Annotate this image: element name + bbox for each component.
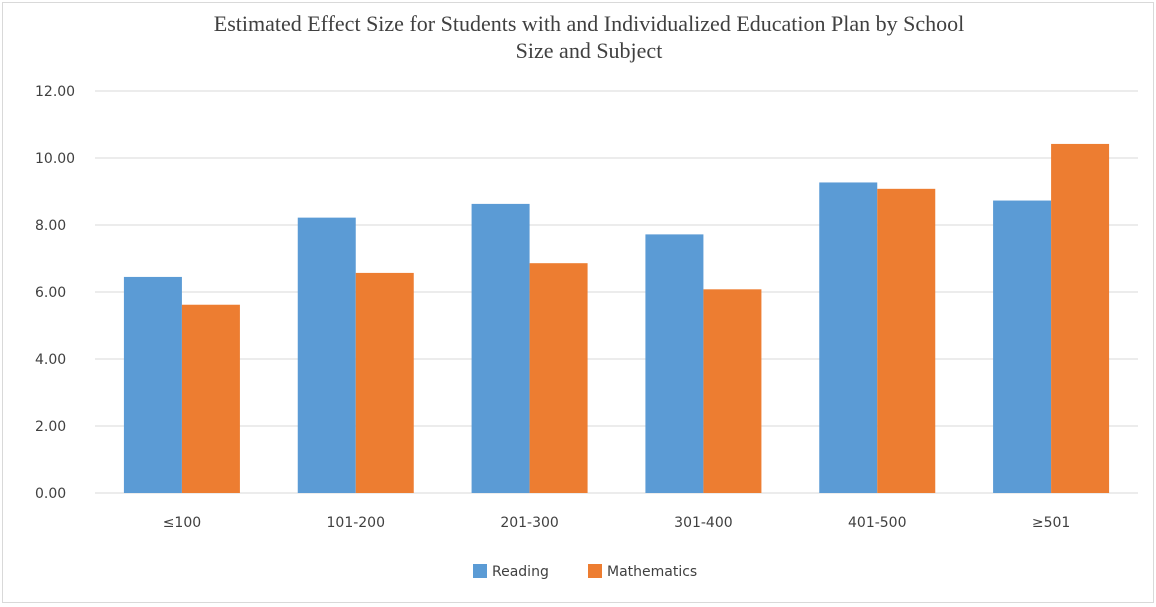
bar-reading-0 bbox=[123, 276, 182, 493]
legend-label-reading: Reading bbox=[492, 564, 549, 580]
bar-mathematics-1 bbox=[355, 272, 414, 493]
x-axis-tick-labels: ≤100 101-200 201-300 301-400 401-500 ≥501 bbox=[163, 515, 1071, 531]
x-tick-label: 201-300 bbox=[500, 515, 559, 531]
bar-reading-5 bbox=[993, 200, 1052, 494]
y-tick-label: 10.00 bbox=[35, 151, 75, 167]
y-tick-label: 8.00 bbox=[35, 218, 66, 234]
y-axis-tick-labels: 0.00 2.00 4.00 6.00 8.00 10.00 12.00 bbox=[35, 84, 75, 502]
bars bbox=[123, 143, 1110, 494]
bar-mathematics-2 bbox=[529, 263, 588, 493]
chart-title-line-1: Estimated Effect Size for Students with … bbox=[214, 11, 965, 36]
bar-mathematics-5 bbox=[1051, 143, 1110, 493]
x-tick-label: ≤100 bbox=[163, 515, 201, 531]
legend: Reading Mathematics bbox=[473, 564, 697, 580]
bar-reading-4 bbox=[819, 182, 878, 493]
bar-mathematics-4 bbox=[877, 188, 936, 493]
legend-swatch-mathematics bbox=[588, 564, 602, 578]
bar-reading-1 bbox=[297, 217, 356, 493]
x-tick-label: 401-500 bbox=[848, 515, 907, 531]
y-tick-label: 2.00 bbox=[35, 419, 66, 435]
y-tick-label: 0.00 bbox=[35, 486, 66, 502]
chart-title-line-2: Size and Subject bbox=[516, 38, 663, 63]
x-tick-label: 101-200 bbox=[327, 515, 386, 531]
y-tick-label: 4.00 bbox=[35, 352, 66, 368]
x-tick-label: ≥501 bbox=[1032, 515, 1070, 531]
legend-swatch-reading bbox=[473, 564, 487, 578]
gridlines bbox=[95, 90, 1138, 494]
y-tick-label: 6.00 bbox=[35, 285, 66, 301]
legend-label-mathematics: Mathematics bbox=[607, 564, 697, 580]
x-tick-label: 301-400 bbox=[674, 515, 733, 531]
bar-reading-2 bbox=[471, 203, 530, 493]
bar-mathematics-0 bbox=[181, 304, 240, 493]
bar-reading-3 bbox=[645, 234, 704, 493]
y-tick-label: 12.00 bbox=[35, 84, 75, 100]
bar-chart: Estimated Effect Size for Students with … bbox=[35, 11, 1138, 580]
bar-mathematics-3 bbox=[703, 289, 762, 493]
